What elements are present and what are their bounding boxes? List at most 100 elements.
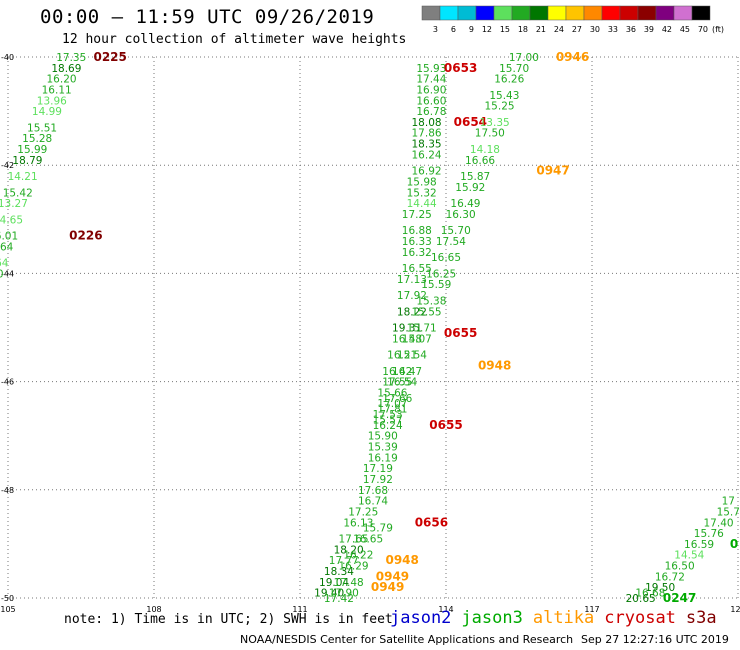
wave-height-label: 16.48 — [392, 333, 422, 345]
wave-height-label: 16.72 — [655, 571, 685, 583]
wave-height-label: 16.47 — [392, 366, 422, 378]
wave-height-label: 16.90 — [416, 84, 446, 96]
time-label: 0946 — [556, 50, 589, 64]
colorbar: 3 6 9 12 15 18 21 24 27 30 33 36 39 42 45 70 (ft) — [421, 5, 724, 34]
wave-height-label: 17.53 — [373, 409, 403, 421]
chart-title: 00:00 – 11:59 UTC 09/26/2019 — [40, 6, 375, 28]
x-tick-label: 111 — [292, 605, 307, 614]
series-jason3: 17.0015.7016.2615.4315.2513.3517.5014.18… — [324, 52, 740, 605]
wave-height-label: 17.50 — [475, 128, 505, 140]
time-label: 0655 — [444, 326, 477, 340]
time-label: 0654 — [454, 115, 487, 129]
y-tick-label: -48 — [1, 486, 14, 495]
wave-height-label: 17.65 — [339, 533, 369, 545]
colorbar-label: 15 — [500, 25, 510, 34]
wave-height-label: 16.32 — [402, 247, 432, 259]
time-label: 0948 — [385, 553, 418, 567]
wave-height-label: 15.98 — [407, 176, 437, 188]
wave-height-label: 15.70 — [499, 63, 529, 75]
wave-height-label: 15.07 — [402, 333, 432, 345]
wave-height-label: 17.35 — [56, 52, 86, 64]
wave-height-label: 15.7 — [717, 506, 740, 518]
wave-height-label: 15.55 — [412, 306, 442, 318]
wave-height-label: 16.65 — [431, 252, 461, 264]
wave-height-label: 16.26 — [494, 74, 524, 86]
wave-height-label: 15.71 — [407, 323, 437, 335]
footer-credit: NOAA/NESDIS Center for Satellite Applica… — [240, 633, 574, 646]
wave-height-label: 17.48 — [334, 577, 364, 589]
wave-height-label: 16.78 — [416, 106, 446, 118]
wave-height-label: 16.24 — [373, 420, 403, 432]
wave-height-label: 17.92 — [363, 474, 393, 486]
y-tick-label: -44 — [1, 269, 14, 278]
wave-height-label: 16.74 — [358, 496, 388, 508]
x-tick-label: 114 — [438, 605, 453, 614]
wave-height-label: 15.66 — [377, 387, 407, 399]
wave-height-label: 15.39 — [368, 442, 398, 454]
wave-height-label: 17.66 — [382, 393, 412, 405]
wave-height-label: 14.65 — [0, 214, 23, 226]
wave-height-label: 19.40 — [314, 588, 344, 600]
grid — [7, 56, 739, 599]
wave-height-label: 17.86 — [412, 128, 442, 140]
wave-height-label: 15.32 — [407, 187, 437, 199]
wave-height-label: 14.64 — [0, 258, 9, 270]
wave-height-label: 15.38 — [416, 295, 446, 307]
wave-height-label: 16.13 — [343, 517, 373, 529]
y-tick-label: -40 — [1, 53, 14, 62]
wave-height-label: 16.66 — [465, 155, 495, 167]
time-label: 0225 — [93, 50, 126, 64]
y-tick-label: -42 — [1, 161, 14, 170]
wave-height-label: 15.93 — [416, 63, 446, 75]
wave-height-label: 13.96 — [37, 95, 67, 107]
time-label: 0653 — [444, 61, 477, 75]
wave-height-label: 13.35 — [480, 117, 510, 129]
wave-height-label: 16.01 — [0, 231, 18, 243]
colorbar-label: 21 — [536, 25, 546, 34]
time-label: 0 — [730, 537, 738, 551]
y-tick-label: -50 — [1, 594, 14, 603]
wave-height-label: 16.59 — [684, 539, 714, 551]
wave-height-label: 15.59 — [421, 279, 451, 291]
wave-height-label: 17.54 — [436, 236, 466, 248]
wave-height-label: 18.69 — [51, 63, 81, 75]
wave-height-label: 17.00 — [509, 52, 539, 64]
wave-height-label: 16.25 — [426, 268, 456, 280]
wave-height-label: 17.13 — [397, 274, 427, 286]
wave-height-label: 16.20 — [47, 74, 77, 86]
wave-height-label: 18.22 — [397, 306, 427, 318]
colorbar-label: 30 — [590, 25, 600, 34]
wave-height-label: 15.54 — [397, 350, 427, 362]
wave-height-label: 16.55 — [402, 263, 432, 275]
satellite-legend: jason2 jason3 altika cryosat s3a — [390, 608, 727, 628]
wave-height-label: 16.88 — [402, 225, 432, 237]
wave-height-label: 15.70 — [441, 225, 471, 237]
wave-height-label: 17.19 — [363, 463, 393, 475]
time-label: 0655 — [429, 418, 462, 432]
wave-height-label: 17.07 — [377, 398, 407, 410]
colorbar-label: 33 — [608, 25, 618, 34]
wave-height-label: 15.57 — [373, 414, 403, 426]
wave-height-label: 17 — [722, 496, 735, 508]
wave-height-label: 14.18 — [470, 144, 500, 156]
wave-height-label: 15.99 — [17, 144, 47, 156]
wave-height-label: 16.19 — [368, 452, 398, 464]
legend-item-jason2: jason2 — [390, 608, 452, 628]
wave-height-label: 19.04 — [319, 577, 349, 589]
plot-area: 105 108 111 114 117 120 -40 -42 -44 -46 -48 -50 17.3… — [0, 50, 740, 614]
time-label: 0656 — [415, 515, 448, 529]
wave-height-label: 15.25 — [485, 101, 515, 113]
wave-height-label: 19.50 — [645, 582, 675, 594]
colorbar-label: 6 — [451, 25, 456, 34]
legend-item-cryosat: cryosat — [604, 608, 676, 628]
series-cryosat: 15.9317.4416.9016.6016.7818.0817.8618.35… — [314, 61, 487, 600]
wave-height-label: 16.11 — [42, 84, 72, 96]
time-label: 0949 — [371, 580, 404, 594]
wave-height-label: 16.92 — [412, 166, 442, 178]
colorbar-swatch — [691, 5, 711, 21]
wave-height-label: 19.31 — [392, 323, 422, 335]
wave-height-label: 18.34 — [324, 566, 354, 578]
wave-height-label: 16.22 — [343, 550, 373, 562]
colorbar-label: 39 — [644, 25, 654, 34]
